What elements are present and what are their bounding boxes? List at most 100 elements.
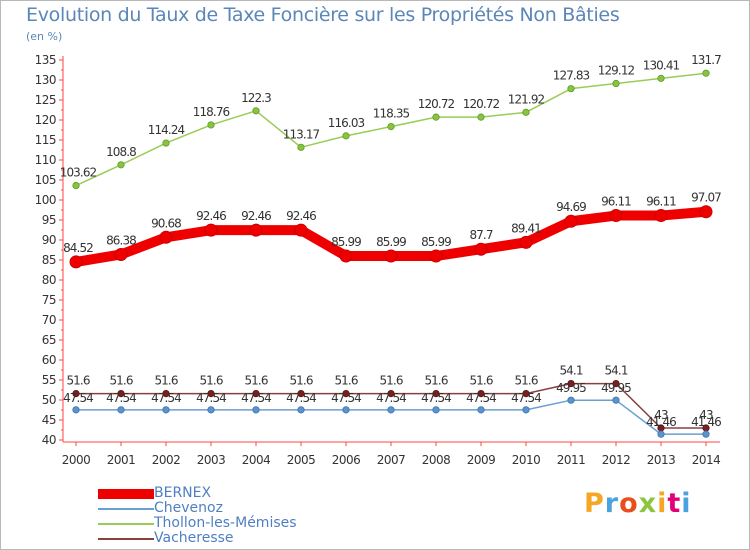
data-label-vacheresse: 51.6 (154, 374, 177, 388)
logo-letter: o (619, 488, 639, 519)
data-label-thollon-les-memises: 121.92 (508, 92, 545, 106)
legend-swatch (98, 523, 154, 525)
data-label-thollon-les-memises: 130.41 (643, 58, 680, 72)
data-point-chevenoz (342, 406, 350, 414)
data-label-bernex: 96.11 (646, 195, 676, 209)
data-point-thollon-les-memises (387, 123, 395, 131)
data-point-thollon-les-memises (477, 113, 485, 121)
data-label-chevenoz: 47.54 (331, 391, 361, 405)
logo-letter: x (638, 488, 658, 519)
data-label-vacheresse: 51.6 (379, 374, 402, 388)
data-point-vacheresse (72, 389, 80, 398)
data-label-thollon-les-memises: 131.7 (691, 53, 721, 67)
data-point-vacheresse (252, 389, 260, 398)
data-label-bernex: 96.11 (601, 195, 631, 209)
y-tick-label: 110 (35, 153, 56, 167)
y-tick-label: 45 (42, 413, 56, 427)
data-label-chevenoz: 47.54 (511, 391, 541, 405)
x-tick-label: 2004 (242, 453, 271, 467)
y-tick-label: 70 (42, 313, 56, 327)
data-label-thollon-les-memises: 116.03 (328, 116, 365, 130)
data-point-chevenoz (117, 406, 125, 414)
data-label-chevenoz: 47.54 (196, 391, 226, 405)
data-point-chevenoz (612, 396, 620, 404)
data-label-bernex: 97.07 (691, 191, 721, 205)
proxiti-logo: Proxiti (584, 488, 692, 519)
y-tick-label: 55 (42, 373, 56, 387)
x-tick-label: 2001 (107, 453, 136, 467)
data-label-vacheresse: 51.6 (334, 374, 357, 388)
y-tick-label: 130 (35, 73, 56, 87)
data-point-bernex (339, 249, 353, 263)
data-point-thollon-les-memises (297, 143, 305, 151)
data-point-thollon-les-memises (432, 113, 440, 121)
data-label-vacheresse: 51.6 (109, 374, 132, 388)
data-label-chevenoz: 47.54 (376, 391, 406, 405)
y-tick-label: 80 (42, 273, 56, 287)
x-tick-label: 2005 (287, 453, 316, 467)
data-label-bernex: 86.38 (106, 233, 136, 247)
legend-label: Vacheresse (154, 530, 234, 546)
data-label-chevenoz: 47.54 (421, 391, 451, 405)
data-label-thollon-les-memises: 122.3 (241, 91, 271, 105)
series-line-chevenoz (75, 399, 707, 435)
logo-letter: P (584, 488, 605, 519)
data-point-bernex (159, 230, 173, 244)
data-point-vacheresse (477, 389, 485, 398)
y-tick-label: 90 (42, 233, 56, 247)
data-label-vacheresse: 43 (654, 408, 668, 422)
data-point-bernex (519, 235, 533, 249)
data-label-vacheresse: 51.6 (289, 374, 312, 388)
data-point-bernex (564, 214, 578, 228)
data-point-thollon-les-memises (657, 74, 665, 82)
data-point-chevenoz (297, 406, 305, 414)
data-label-chevenoz: 41.46 (691, 415, 721, 429)
data-label-thollon-les-memises: 118.76 (193, 105, 230, 119)
y-tick-label: 115 (35, 133, 56, 147)
data-point-chevenoz (657, 430, 665, 438)
data-label-vacheresse: 54.1 (604, 364, 627, 378)
data-point-chevenoz (522, 406, 530, 414)
data-label-thollon-les-memises: 127.83 (553, 69, 590, 83)
data-label-thollon-les-memises: 120.72 (418, 97, 455, 111)
y-tick-label: 65 (42, 333, 56, 347)
data-point-bernex (249, 223, 263, 237)
x-tick-label: 2000 (62, 453, 91, 467)
data-point-vacheresse (612, 379, 620, 388)
y-tick-label: 120 (35, 113, 56, 127)
x-tick-label: 2011 (557, 453, 586, 467)
y-tick-label: 85 (42, 253, 56, 267)
data-label-bernex: 89.41 (511, 221, 541, 235)
data-point-thollon-les-memises (522, 108, 530, 116)
data-label-chevenoz: 47.54 (241, 391, 271, 405)
chart-subtitle: (en %) (26, 30, 63, 43)
data-point-vacheresse (432, 389, 440, 398)
data-label-thollon-les-memises: 120.72 (463, 97, 500, 111)
data-label-bernex: 85.99 (376, 235, 406, 249)
data-point-thollon-les-memises (342, 132, 350, 140)
data-label-bernex: 90.68 (151, 216, 181, 230)
data-point-bernex (294, 223, 308, 237)
data-label-bernex: 92.46 (196, 209, 226, 223)
x-tick-label: 2013 (647, 453, 676, 467)
data-point-thollon-les-memises (702, 69, 710, 77)
data-point-thollon-les-memises (612, 79, 620, 88)
data-label-vacheresse: 51.6 (469, 374, 492, 388)
x-tick-label: 2012 (602, 453, 631, 467)
legend-label: Thollon-les-Mémises (154, 515, 297, 531)
y-tick-label: 125 (35, 93, 56, 107)
data-point-thollon-les-memises (117, 161, 125, 169)
legend-label: Chevenoz (154, 500, 223, 516)
data-point-bernex (609, 209, 623, 223)
data-label-vacheresse: 51.6 (199, 374, 222, 388)
y-tick-label: 135 (35, 53, 56, 67)
y-tick-label: 105 (35, 173, 56, 187)
x-tick-label: 2010 (512, 453, 541, 467)
data-label-chevenoz: 49.95 (601, 381, 631, 395)
data-label-bernex: 85.99 (331, 235, 361, 249)
data-point-chevenoz (387, 406, 395, 414)
data-point-bernex (384, 249, 398, 263)
data-label-thollon-les-memises: 108.8 (106, 145, 136, 159)
